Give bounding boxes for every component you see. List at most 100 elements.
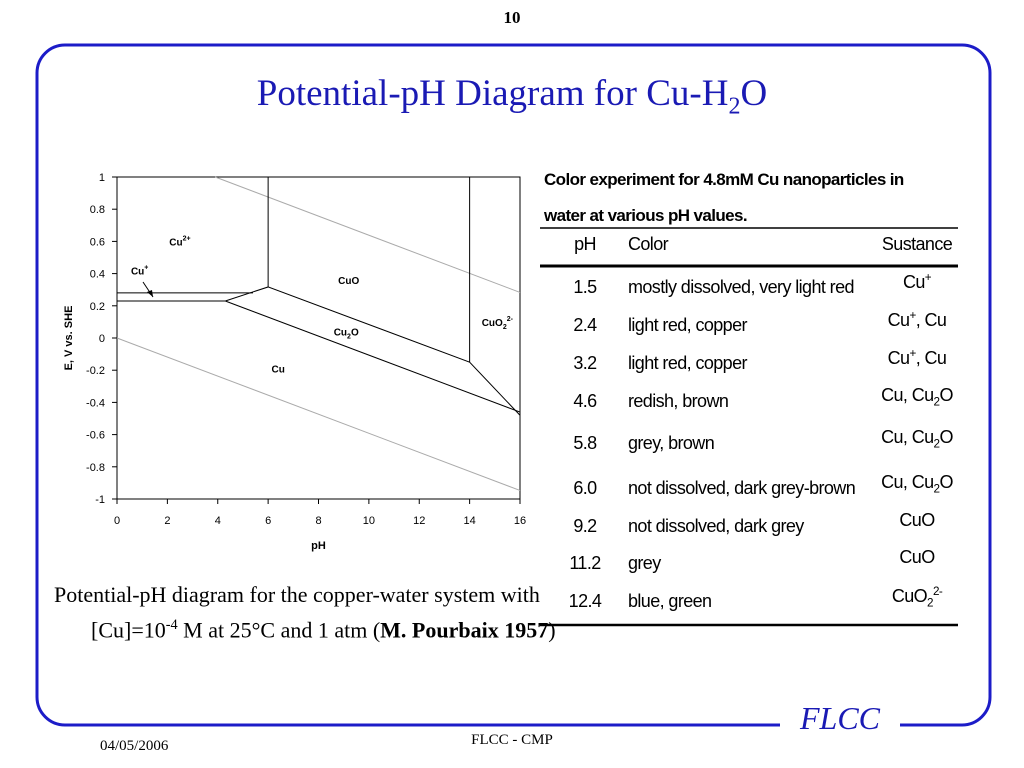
- text-run: 2+: [183, 235, 191, 242]
- x-tick-label: 0: [114, 515, 120, 527]
- table-cell: Cu+: [862, 271, 972, 293]
- text-run: O: [939, 427, 953, 447]
- x-tick-label: 8: [315, 515, 321, 527]
- table-cell: not dissolved, dark grey: [628, 516, 804, 536]
- table-cell: light red, copper: [628, 353, 747, 373]
- region-label: CuO: [338, 276, 359, 287]
- table-cell: blue, green: [628, 591, 712, 611]
- x-tick-label: 4: [215, 515, 221, 527]
- text-run: Cu, Cu: [881, 472, 934, 492]
- footer-center: FLCC - CMP: [471, 732, 553, 748]
- table-cell: mostly dissolved, very light red: [628, 277, 855, 297]
- text-run: +: [909, 309, 916, 322]
- text-run: 2: [927, 596, 933, 610]
- text-run: Cu: [887, 348, 910, 368]
- text-run: O: [351, 328, 359, 339]
- region-label: Cu+: [131, 264, 148, 277]
- table-cell: 3.2: [573, 353, 597, 373]
- text-run: +: [144, 264, 148, 271]
- table-caption: Color experiment for 4.8mM Cu nanopartic…: [544, 170, 904, 225]
- y-axis-title: E, V vs. SHE: [63, 306, 75, 371]
- table-cell: CuO: [862, 547, 972, 568]
- text-run: CuO: [891, 586, 928, 606]
- x-tick-label: 12: [413, 515, 425, 527]
- table-cell: grey: [628, 553, 661, 573]
- text-run: Cu: [902, 272, 925, 292]
- text-run: 2: [933, 482, 940, 496]
- text-run: Cu: [334, 328, 347, 339]
- text-run: O: [939, 472, 953, 492]
- boundary-line: [225, 300, 521, 413]
- boundary-line: [215, 176, 521, 293]
- text-run: Cu: [169, 237, 182, 248]
- table-cell: not dissolved, dark grey-brown: [628, 478, 856, 498]
- y-tick-label: 0: [99, 333, 105, 345]
- logo: FLCC: [780, 700, 900, 737]
- x-tick-label: 10: [363, 515, 375, 527]
- y-tick-label: -1: [95, 494, 105, 506]
- chart: 1 0.8 0.6 0.4 0.2 0 -0.2 -0.4 -0.6 -0.8 -1 0 2 4 6 8 10 1…: [63, 172, 526, 552]
- table-cell: CuO: [862, 510, 972, 531]
- table-cell: redish, brown: [628, 391, 729, 411]
- y-tick-label: -0.2: [86, 365, 105, 377]
- page-number: 10: [503, 8, 521, 27]
- plot-frame: [116, 176, 521, 500]
- text-run: +: [924, 271, 932, 284]
- table-cell: Cu+, Cu: [862, 347, 972, 369]
- region-label: Cu2O: [334, 328, 359, 341]
- text-run: CuO: [899, 547, 935, 567]
- region-label: Cu2+: [169, 235, 190, 248]
- footer-date: 04/05/2006: [100, 738, 169, 754]
- text-run: CuO: [482, 318, 503, 329]
- y-tick-label: -0.4: [86, 397, 105, 409]
- table-cell: light red, copper: [628, 315, 747, 335]
- table-cell: 4.6: [573, 391, 597, 411]
- x-axis-title: pH: [311, 540, 326, 552]
- text-run: Cu: [272, 365, 285, 376]
- y-tick-label: 0.4: [90, 269, 105, 281]
- table-cell: 2.4: [573, 315, 597, 335]
- table-cell: 11.2: [569, 553, 601, 573]
- text-run: Cu, Cu: [881, 427, 934, 447]
- text-run: , Cu: [915, 310, 947, 330]
- text-run: O: [740, 73, 768, 114]
- text-run: M. Pourbaix 1957: [380, 617, 549, 643]
- text-run: 2: [503, 324, 507, 331]
- boundary-line: [116, 337, 521, 491]
- slide-frame: [35, 43, 992, 727]
- y-tick-label: 0.8: [90, 204, 105, 216]
- x-tick-label: 2: [164, 515, 170, 527]
- table-cell: Cu, Cu2O: [862, 472, 972, 496]
- text-run: 2: [933, 437, 940, 451]
- boundary-line: [225, 286, 521, 416]
- table-cell: 12.4: [568, 591, 602, 611]
- slide-title: Potential-pH Diagram for Cu-H2O: [0, 72, 1024, 120]
- y-tick-label: -0.6: [86, 430, 105, 442]
- table-cell: Cu, Cu2O: [862, 427, 972, 451]
- text-run: , Cu: [915, 348, 947, 368]
- x-tick-label: 16: [514, 515, 526, 527]
- text-run: Potential-pH diagram for the copper-wate…: [54, 582, 540, 643]
- table-cell: grey, brown: [628, 433, 715, 453]
- text-run: 2-: [932, 585, 943, 598]
- region-label: Cu: [272, 365, 285, 376]
- text-run: Cu: [131, 266, 144, 277]
- text-run: 2-: [507, 316, 514, 323]
- text-run: ): [548, 617, 556, 643]
- text-run: +: [909, 347, 916, 360]
- region-label: CuO22-: [482, 316, 514, 331]
- text-run: 2: [728, 93, 741, 120]
- table-cell: 9.2: [573, 516, 597, 536]
- text-run: -4: [165, 617, 178, 633]
- table-cell: Cu+, Cu: [862, 309, 972, 331]
- text-run: 2: [347, 334, 351, 341]
- text-run: CuO: [338, 276, 359, 287]
- text-run: M at 25°C and 1 atm (: [177, 617, 381, 643]
- table-cell: Cu, Cu2O: [862, 385, 972, 409]
- table-header: pH: [574, 234, 596, 254]
- table-header: Color: [628, 234, 669, 254]
- text-run: CuO: [899, 510, 935, 530]
- text-run: Cu, Cu: [881, 385, 934, 405]
- table-header: Sustance: [881, 234, 953, 254]
